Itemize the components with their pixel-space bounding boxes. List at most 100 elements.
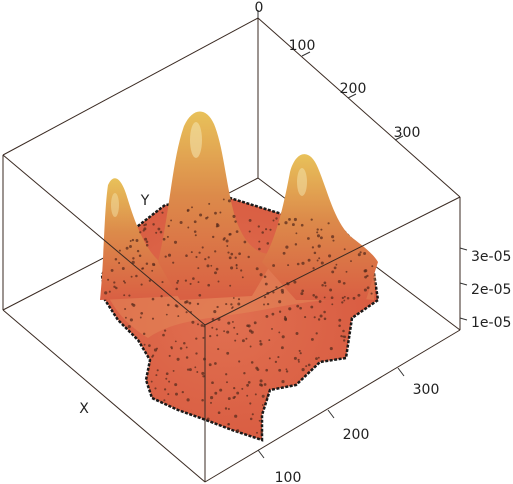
sample-point [357, 253, 361, 257]
sample-point [216, 334, 219, 337]
sample-point [129, 318, 133, 322]
sample-point [125, 246, 129, 250]
sample-point [285, 245, 289, 249]
sample-point [166, 235, 169, 238]
sample-point [191, 206, 193, 209]
sample-point [156, 369, 159, 372]
sample-point [259, 379, 263, 383]
sample-point [215, 222, 219, 226]
sample-point [228, 256, 232, 260]
sample-point [161, 211, 164, 214]
sample-point [226, 351, 230, 355]
sample-point [187, 226, 190, 229]
sample-point [215, 328, 218, 331]
sample-point [338, 324, 341, 328]
sample-point [233, 395, 236, 398]
sample-point [342, 335, 345, 338]
sample-point [272, 291, 275, 294]
sample-point [263, 383, 267, 386]
sample-point [142, 332, 146, 336]
sample-point [307, 363, 311, 367]
density-peaks [100, 111, 378, 300]
sample-point [194, 234, 197, 237]
z-tick-3e-05: 3e-05 [471, 249, 511, 265]
sample-point [341, 296, 345, 300]
sample-point [165, 377, 168, 380]
sample-point [210, 264, 213, 267]
sample-point [288, 217, 291, 221]
sample-point [261, 394, 265, 398]
sample-point [324, 284, 327, 287]
peak-right [262, 154, 378, 300]
sample-point [330, 296, 334, 300]
sample-point [304, 316, 307, 319]
sample-point [214, 211, 217, 215]
sample-point [174, 340, 177, 343]
sample-point [342, 281, 346, 285]
sample-point [183, 341, 186, 345]
sample-point [288, 307, 292, 311]
sample-point [363, 288, 367, 292]
sample-point [238, 360, 241, 363]
sample-point [233, 326, 236, 329]
sample-point [176, 281, 179, 284]
sample-point [176, 357, 180, 361]
sample-point [249, 345, 252, 348]
sample-point [225, 239, 229, 243]
sample-point [301, 368, 305, 372]
sample-point [181, 390, 184, 394]
sample-point [167, 303, 170, 307]
sample-point [226, 330, 230, 334]
sample-point [124, 316, 127, 319]
sample-point [343, 299, 346, 302]
y-tick-200: 200 [340, 81, 367, 97]
sample-point [152, 223, 155, 226]
sample-point [263, 275, 267, 278]
sample-point [230, 303, 233, 306]
sample-point [219, 388, 223, 392]
sample-point [196, 302, 200, 306]
sample-point [223, 330, 226, 333]
z-tick-1e-05: 1e-05 [471, 315, 511, 331]
sample-point [249, 417, 253, 421]
sample-point [268, 357, 271, 360]
sample-point [177, 279, 180, 282]
sample-point [212, 235, 215, 239]
sample-point [142, 229, 145, 232]
sample-point [172, 369, 175, 372]
sample-point [366, 286, 370, 290]
sample-point [363, 269, 367, 273]
sample-point [259, 383, 263, 387]
sample-point [247, 255, 250, 259]
sample-point [243, 240, 247, 244]
sample-point [172, 261, 175, 264]
sample-point [305, 365, 308, 368]
sample-point [319, 236, 323, 240]
sample-point [208, 202, 211, 205]
sample-point [217, 411, 221, 415]
sample-point [272, 219, 275, 222]
sample-point [321, 283, 324, 287]
sample-point [340, 335, 343, 338]
sample-point [215, 225, 218, 228]
sample-point [124, 307, 127, 311]
sample-point [211, 326, 214, 329]
sample-point [345, 270, 348, 273]
sample-point [185, 311, 188, 314]
sample-point [272, 264, 276, 267]
sample-point [301, 289, 305, 293]
sample-point [175, 287, 178, 291]
sample-points [104, 198, 374, 434]
sample-point [332, 239, 335, 242]
sample-point [319, 314, 323, 318]
sample-point [323, 296, 326, 299]
sample-point [207, 256, 210, 259]
sample-point [301, 261, 305, 265]
sample-point [185, 356, 189, 359]
sample-point [191, 320, 195, 324]
sample-point [209, 334, 212, 338]
sample-point [107, 278, 110, 281]
sample-point [331, 270, 335, 274]
sample-point [130, 275, 133, 278]
sample-point [323, 281, 327, 285]
